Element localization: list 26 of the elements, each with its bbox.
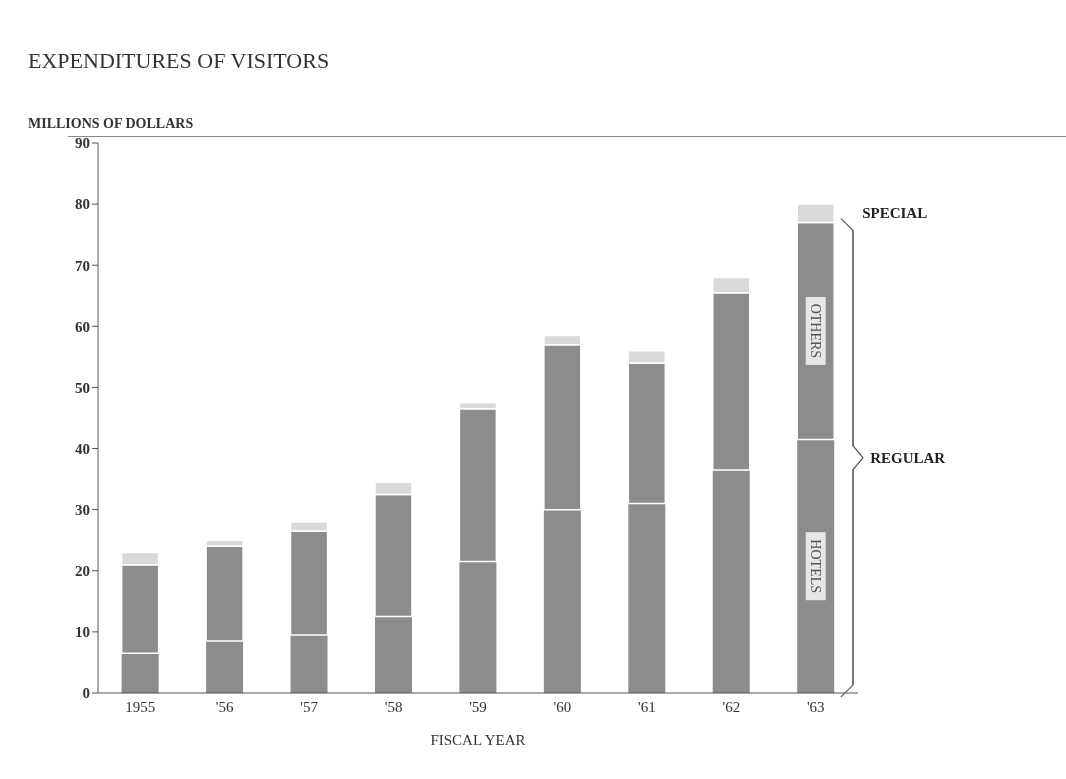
x-tick-label: '57 bbox=[300, 698, 319, 715]
x-tick-label: '62 bbox=[722, 698, 741, 715]
x-tick-label: '63 bbox=[806, 698, 825, 715]
series-label: SPECIAL bbox=[862, 205, 928, 222]
y-tick-label: 0 bbox=[82, 685, 90, 702]
y-tick-label: 70 bbox=[75, 257, 90, 274]
y-tick-label: 10 bbox=[75, 624, 90, 641]
y-tick-label: 60 bbox=[75, 318, 90, 335]
x-tick-label: 1955 bbox=[125, 698, 156, 715]
x-tick-label: '61 bbox=[638, 698, 656, 715]
y-tick-label: 30 bbox=[75, 501, 90, 518]
x-tick-label: '59 bbox=[469, 698, 487, 715]
series-label: OTHERS bbox=[807, 303, 823, 359]
series-label: HOTELS bbox=[807, 539, 823, 594]
y-axis-title: MILLIONS OF DOLLARS bbox=[28, 116, 194, 132]
x-tick-label: '60 bbox=[553, 698, 572, 715]
y-tick-label: 50 bbox=[75, 379, 90, 396]
x-tick-label: '56 bbox=[215, 698, 235, 715]
x-tick-label: '58 bbox=[384, 698, 403, 715]
text: REGULAR bbox=[870, 449, 946, 466]
y-tick-label: 80 bbox=[75, 196, 90, 213]
y-tick-label: 20 bbox=[75, 563, 90, 580]
x-axis-title: FISCAL YEAR bbox=[430, 732, 526, 748]
y-tick-label: 90 bbox=[75, 135, 90, 152]
chart-title: EXPENDITURES OF VISITORS bbox=[28, 48, 330, 74]
y-tick-label: 40 bbox=[75, 440, 90, 457]
